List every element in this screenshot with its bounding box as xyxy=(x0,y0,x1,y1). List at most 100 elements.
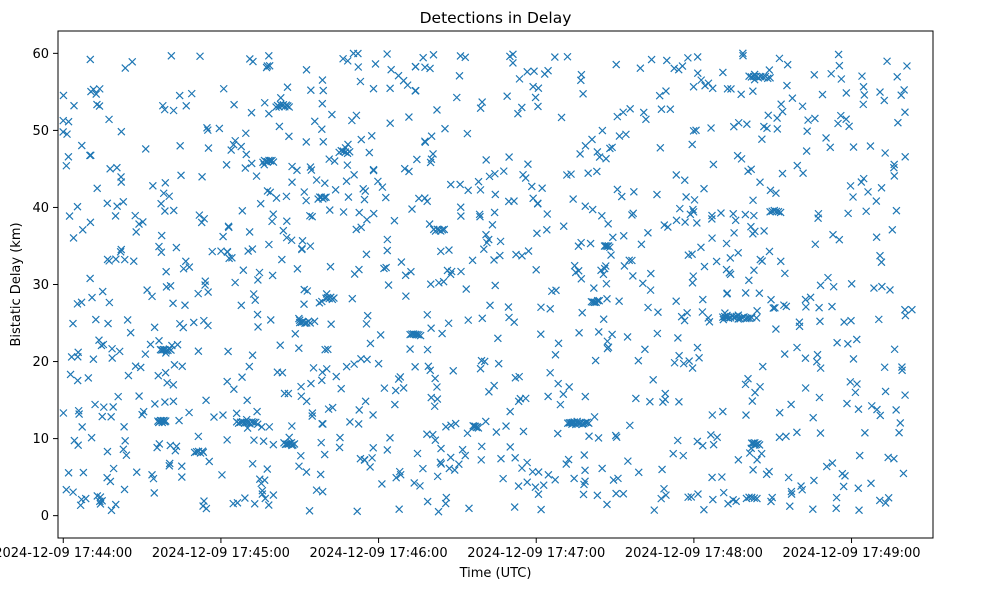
data-point xyxy=(124,371,133,380)
data-point xyxy=(688,140,697,149)
data-point xyxy=(799,169,807,178)
data-point xyxy=(784,473,793,482)
data-point xyxy=(463,429,472,438)
data-point xyxy=(324,405,333,414)
data-point xyxy=(229,385,238,394)
data-point xyxy=(322,364,331,373)
data-point xyxy=(693,437,702,446)
data-point xyxy=(695,353,704,362)
data-point xyxy=(603,337,612,346)
data-point xyxy=(158,101,167,110)
data-point xyxy=(303,287,312,295)
data-point xyxy=(461,451,470,460)
data-point xyxy=(753,455,762,464)
data-point xyxy=(734,455,743,464)
data-point xyxy=(423,345,432,354)
data-point xyxy=(683,53,692,62)
data-point xyxy=(194,289,203,298)
data-point xyxy=(683,308,692,317)
data-point xyxy=(749,196,757,205)
data-point xyxy=(237,301,246,310)
data-point xyxy=(280,389,289,398)
data-point xyxy=(302,397,311,406)
data-point xyxy=(689,207,698,216)
data-point xyxy=(818,90,827,99)
data-point xyxy=(138,218,147,226)
data-point xyxy=(436,458,445,467)
data-point xyxy=(327,110,336,119)
data-point xyxy=(570,474,579,483)
data-point xyxy=(619,231,628,240)
data-point xyxy=(317,297,326,306)
data-point xyxy=(263,465,272,473)
data-point xyxy=(666,105,675,114)
data-point xyxy=(87,433,96,442)
data-point xyxy=(613,112,622,121)
data-point xyxy=(73,376,82,385)
data-point xyxy=(276,93,285,102)
data-point xyxy=(307,379,315,388)
data-point xyxy=(619,489,628,498)
data-point xyxy=(662,491,670,500)
data-point xyxy=(787,490,796,498)
data-point xyxy=(123,315,132,324)
data-point xyxy=(815,393,824,402)
data-point xyxy=(647,55,656,64)
data-point xyxy=(900,86,909,94)
data-point xyxy=(217,247,225,256)
data-point xyxy=(241,129,250,138)
data-point xyxy=(456,203,465,212)
data-point xyxy=(269,440,278,449)
x-axis-label: Time (UTC) xyxy=(459,566,532,581)
data-point xyxy=(237,142,246,151)
data-point xyxy=(581,202,590,211)
data-point xyxy=(581,466,589,475)
data-point xyxy=(282,192,291,201)
data-point xyxy=(230,100,239,109)
data-point xyxy=(816,364,825,373)
data-point xyxy=(756,382,765,391)
data-point xyxy=(253,310,262,319)
data-point xyxy=(699,505,708,514)
data-point xyxy=(62,161,71,170)
data-point xyxy=(708,411,717,419)
data-point xyxy=(360,195,369,204)
data-point xyxy=(708,473,716,482)
data-point xyxy=(773,114,782,122)
data-point xyxy=(445,246,453,255)
data-point xyxy=(746,222,755,231)
data-point xyxy=(748,229,757,238)
data-point xyxy=(390,400,399,409)
data-point xyxy=(605,243,614,252)
data-point xyxy=(161,417,170,425)
data-point xyxy=(679,451,688,460)
data-point xyxy=(760,227,769,235)
data-point xyxy=(591,356,600,365)
data-point xyxy=(780,269,789,278)
data-point xyxy=(874,315,883,324)
data-point xyxy=(670,64,679,73)
data-point xyxy=(233,498,242,507)
data-point xyxy=(765,467,774,476)
data-point xyxy=(169,106,178,115)
data-point xyxy=(383,246,392,255)
data-point xyxy=(245,362,254,371)
data-point xyxy=(120,485,129,494)
data-point xyxy=(722,239,731,248)
data-point xyxy=(477,455,486,464)
data-point xyxy=(360,455,369,464)
data-point xyxy=(877,258,886,267)
data-point xyxy=(444,319,453,328)
data-point xyxy=(756,255,765,264)
data-point xyxy=(98,496,107,505)
data-point xyxy=(272,194,281,202)
data-point xyxy=(283,83,292,92)
data-point xyxy=(161,178,170,187)
data-point xyxy=(604,343,613,352)
data-point xyxy=(157,231,166,240)
data-point xyxy=(559,222,568,231)
data-point xyxy=(575,328,584,337)
data-point xyxy=(264,109,273,118)
data-point xyxy=(269,158,278,167)
data-point xyxy=(397,258,406,266)
